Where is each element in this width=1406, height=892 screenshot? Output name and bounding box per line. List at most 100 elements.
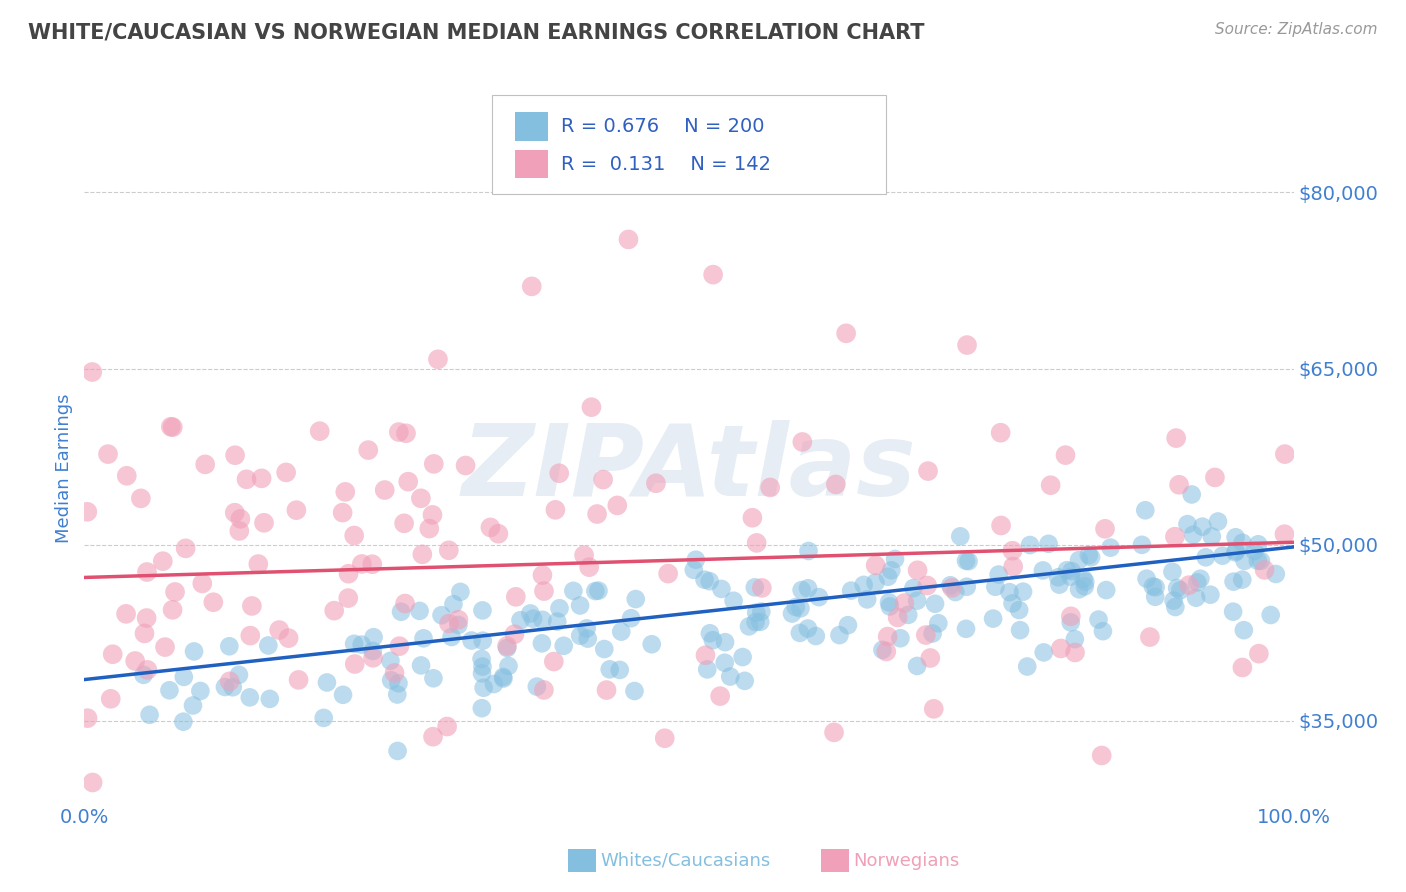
Point (943, 585, 966, 599)
Point (394, 597, 416, 611)
Point (856, 592, 879, 607)
Point (408, 604, 430, 618)
Point (1178, 578, 1201, 592)
Point (396, 475, 419, 489)
Point (533, 584, 555, 599)
Point (247, 557, 270, 571)
Point (426, 352, 449, 367)
Point (447, 613, 470, 627)
Point (1144, 590, 1167, 604)
Point (1274, 447, 1296, 461)
Point (1163, 593, 1185, 607)
Point (593, 642, 616, 657)
Point (447, 618, 470, 632)
Point (1142, 580, 1164, 594)
Point (471, 701, 494, 715)
Point (392, 516, 415, 531)
Point (1166, 431, 1188, 445)
Point (576, 632, 599, 646)
Point (709, 689, 731, 703)
Point (734, 673, 756, 688)
Point (1168, 477, 1191, 491)
Point (1017, 659, 1039, 673)
Point (1094, 522, 1116, 536)
Point (134, 626, 156, 640)
Point (875, 644, 897, 658)
Point (496, 639, 519, 653)
Point (903, 581, 925, 595)
Point (1063, 632, 1085, 647)
Point (492, 672, 515, 686)
Point (682, 563, 704, 577)
Point (471, 633, 494, 648)
Point (460, 633, 482, 648)
Point (893, 596, 915, 610)
Point (97, 447, 120, 461)
Point (492, 670, 515, 684)
Point (253, 516, 276, 530)
Point (129, 491, 152, 506)
Point (1274, 527, 1296, 541)
Point (387, 744, 409, 758)
Point (905, 593, 928, 607)
Point (553, 639, 575, 653)
Point (884, 552, 907, 566)
Point (789, 601, 811, 615)
Text: ZIPAtlas: ZIPAtlas (461, 420, 917, 516)
Point (1064, 645, 1087, 659)
Point (610, 624, 633, 639)
Point (1074, 574, 1097, 589)
Point (1225, 530, 1247, 544)
Point (519, 607, 541, 621)
Point (308, 424, 330, 438)
Point (792, 434, 814, 449)
Point (797, 544, 820, 558)
Point (214, 680, 236, 694)
Point (714, 635, 737, 649)
Point (235, 472, 257, 486)
Point (745, 536, 768, 550)
Point (1199, 588, 1222, 602)
Point (957, 554, 980, 568)
Point (546, 615, 568, 629)
Point (592, 473, 614, 487)
Point (588, 583, 610, 598)
Point (388, 425, 411, 439)
Point (443, 597, 465, 611)
Point (751, 581, 773, 595)
Point (374, 483, 396, 497)
Point (1054, 448, 1077, 462)
Point (190, 684, 212, 698)
Point (343, 528, 366, 542)
Point (380, 654, 402, 668)
Point (418, 522, 440, 536)
Point (685, 553, 707, 567)
Point (387, 676, 409, 690)
Point (1091, 624, 1114, 639)
Point (920, 651, 942, 665)
Point (1225, 544, 1247, 558)
Point (498, 659, 520, 673)
Point (1047, 577, 1070, 591)
Point (136, 663, 159, 677)
Point (76, 505, 98, 519)
Point (981, 611, 1004, 625)
Point (645, 476, 668, 491)
Point (285, 503, 308, 517)
Point (160, 419, 183, 434)
Point (1253, 563, 1275, 577)
Point (162, 603, 184, 617)
Point (135, 611, 157, 625)
Point (624, 592, 647, 607)
Point (1182, 528, 1205, 542)
Point (115, 468, 138, 483)
Point (1060, 609, 1083, 624)
Point (1135, 503, 1157, 517)
Point (1019, 538, 1042, 552)
Point (471, 659, 494, 673)
Point (1095, 583, 1118, 598)
Point (749, 605, 772, 619)
Point (1232, 573, 1254, 587)
Point (240, 599, 263, 613)
Point (1099, 541, 1122, 555)
